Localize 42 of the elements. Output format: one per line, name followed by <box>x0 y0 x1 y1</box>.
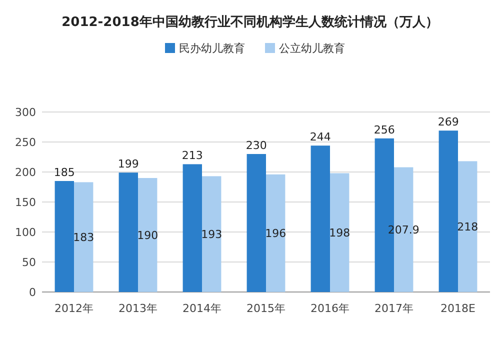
y-tick-label: 150 <box>15 196 36 209</box>
y-tick-label: 200 <box>15 166 36 179</box>
x-tick-label: 2014年 <box>182 302 222 315</box>
bar <box>330 173 350 292</box>
y-tick-label: 100 <box>15 226 36 239</box>
data-label: 218 <box>457 220 478 234</box>
bar <box>266 174 286 292</box>
y-tick-label: 50 <box>22 256 36 269</box>
bar <box>118 172 138 292</box>
x-tick-label: 2012年 <box>54 302 94 315</box>
y-tick-label: 300 <box>15 106 36 119</box>
x-tick-label: 2018E <box>440 302 476 315</box>
x-tick-label: 2013年 <box>118 302 158 315</box>
x-tick-label: 2017年 <box>374 302 414 315</box>
data-label: 190 <box>137 229 158 242</box>
data-label: 185 <box>54 166 75 179</box>
bar <box>202 176 222 292</box>
bar <box>310 146 330 292</box>
bar <box>438 130 458 292</box>
data-label: 244 <box>310 130 331 144</box>
data-label: 196 <box>265 227 286 240</box>
data-label: 193 <box>201 228 222 242</box>
legend-label: 民办幼儿教育 <box>179 42 245 55</box>
bar <box>54 181 74 292</box>
data-label: 256 <box>374 123 395 136</box>
bar <box>246 154 266 292</box>
legend-label: 公立幼儿教育 <box>279 42 345 55</box>
data-label: 199 <box>118 158 139 171</box>
data-label: 183 <box>73 231 94 244</box>
bar <box>138 178 158 292</box>
data-label: 198 <box>329 226 350 240</box>
data-label: 213 <box>182 149 203 162</box>
x-tick-label: 2016年 <box>310 302 350 315</box>
bar <box>458 161 478 292</box>
y-tick-label: 250 <box>15 136 36 149</box>
data-label: 230 <box>246 139 267 152</box>
x-tick-label: 2015年 <box>246 302 286 315</box>
data-label: 269 <box>438 116 459 129</box>
chart-title: 2012-2018年中国幼教行业不同机构学生人数统计情况（万人） <box>62 14 438 30</box>
bar <box>182 164 202 292</box>
bar <box>74 182 94 292</box>
y-tick-label: 0 <box>29 286 36 299</box>
